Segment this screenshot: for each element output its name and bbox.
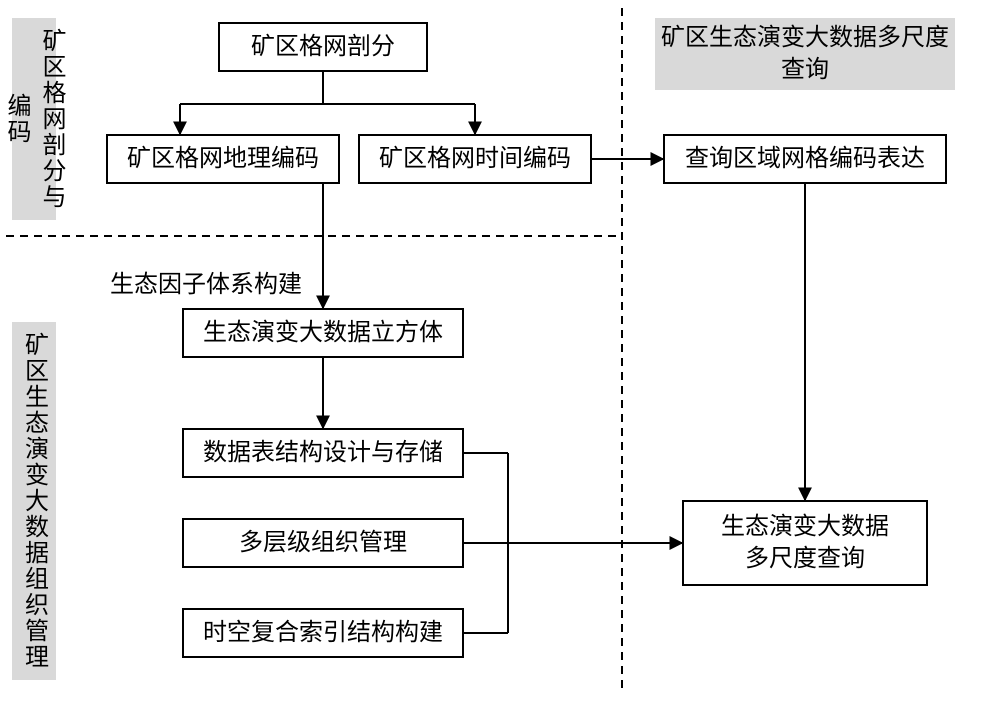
box-query-region: 查询区域网格编码表达 bbox=[663, 134, 947, 184]
header-query: 矿区生态演变大数据多尺度查询 bbox=[655, 18, 955, 90]
box-table-design-label: 数据表结构设计与存储 bbox=[203, 437, 443, 469]
box-index: 时空复合索引结构构建 bbox=[182, 608, 464, 658]
box-grid-division: 矿区格网剖分 bbox=[218, 22, 428, 72]
box-cube-label: 生态演变大数据立方体 bbox=[203, 317, 443, 349]
box-cube: 生态演变大数据立方体 bbox=[182, 308, 464, 358]
box-grid-division-label: 矿区格网剖分 bbox=[251, 31, 395, 63]
box-time-code: 矿区格网时间编码 bbox=[358, 134, 592, 184]
box-geo-code: 矿区格网地理编码 bbox=[106, 134, 340, 184]
box-multi-level: 多层级组织管理 bbox=[182, 518, 464, 568]
diagram-canvas: 矿区格网剖分与编码 矿区生态演变大数据组织管理 矿区生态演变大数据多尺度查询 矿… bbox=[0, 0, 1000, 702]
box-query-result: 生态演变大数据 多尺度查询 bbox=[682, 500, 928, 586]
sidebar-section-2: 矿区生态演变大数据组织管理 bbox=[12, 322, 56, 680]
sidebar-1-label: 矿区格网剖分与编码 bbox=[0, 18, 69, 220]
box-query-result-label: 生态演变大数据 多尺度查询 bbox=[721, 511, 889, 576]
label-eco-factor-text: 生态因子体系构建 bbox=[110, 272, 302, 298]
box-index-label: 时空复合索引结构构建 bbox=[203, 617, 443, 649]
label-eco-factor: 生态因子体系构建 bbox=[110, 264, 302, 299]
box-geo-code-label: 矿区格网地理编码 bbox=[127, 143, 319, 175]
connector-overlay bbox=[0, 0, 1000, 702]
box-query-region-label: 查询区域网格编码表达 bbox=[685, 143, 925, 175]
box-table-design: 数据表结构设计与存储 bbox=[182, 428, 464, 478]
box-time-code-label: 矿区格网时间编码 bbox=[379, 143, 571, 175]
sidebar-2-label: 矿区生态演变大数据组织管理 bbox=[17, 332, 52, 670]
sidebar-section-1: 矿区格网剖分与编码 bbox=[12, 18, 56, 220]
box-multi-level-label: 多层级组织管理 bbox=[239, 527, 407, 559]
header-label: 矿区生态演变大数据多尺度查询 bbox=[655, 22, 955, 87]
